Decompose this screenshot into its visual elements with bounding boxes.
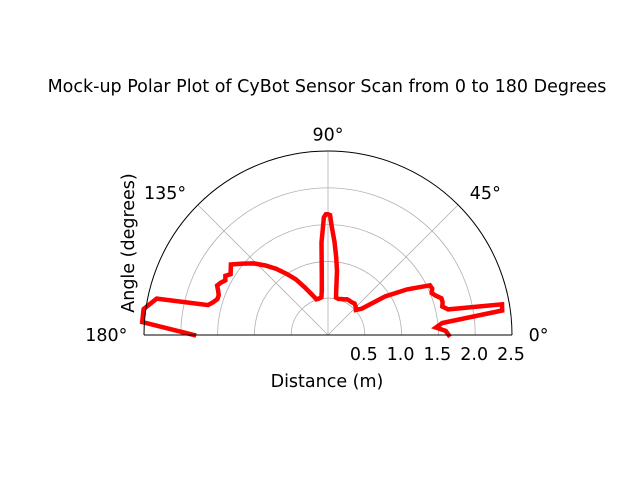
radius-gridline	[180, 187, 476, 336]
polar-frame	[143, 150, 513, 336]
radius-tick-label: 1.0	[387, 345, 415, 365]
radius-tick-label: 2.0	[460, 345, 488, 365]
x-axis-label: Distance (m)	[271, 372, 384, 392]
series-layer	[139, 212, 505, 339]
angle-tick-label: 0°	[529, 326, 549, 346]
outer-frame	[143, 150, 513, 336]
angle-tick-label: 180°	[85, 326, 127, 346]
y-axis-label: Angle (degrees)	[119, 173, 139, 312]
tick-labels: 0° 45° 90° 135° 180° 0.5 1.0 1.5 2.0 2.5	[85, 125, 548, 365]
radius-gridline	[290, 297, 366, 336]
radius-tick-label: 2.5	[497, 345, 525, 365]
radius-tick-label: 1.5	[423, 345, 451, 365]
angle-tick-label: 90°	[312, 125, 343, 145]
angle-gridline	[327, 204, 459, 336]
radius-gridline	[254, 261, 402, 336]
chart-title: Mock-up Polar Plot of CyBot Sensor Scan …	[48, 77, 607, 97]
radius-tick-label: 0.5	[350, 345, 378, 365]
angle-gridline	[197, 204, 329, 336]
angle-tick-label: 45°	[470, 184, 501, 204]
angle-tick-label: 135°	[144, 184, 186, 204]
scan-line	[139, 212, 505, 339]
